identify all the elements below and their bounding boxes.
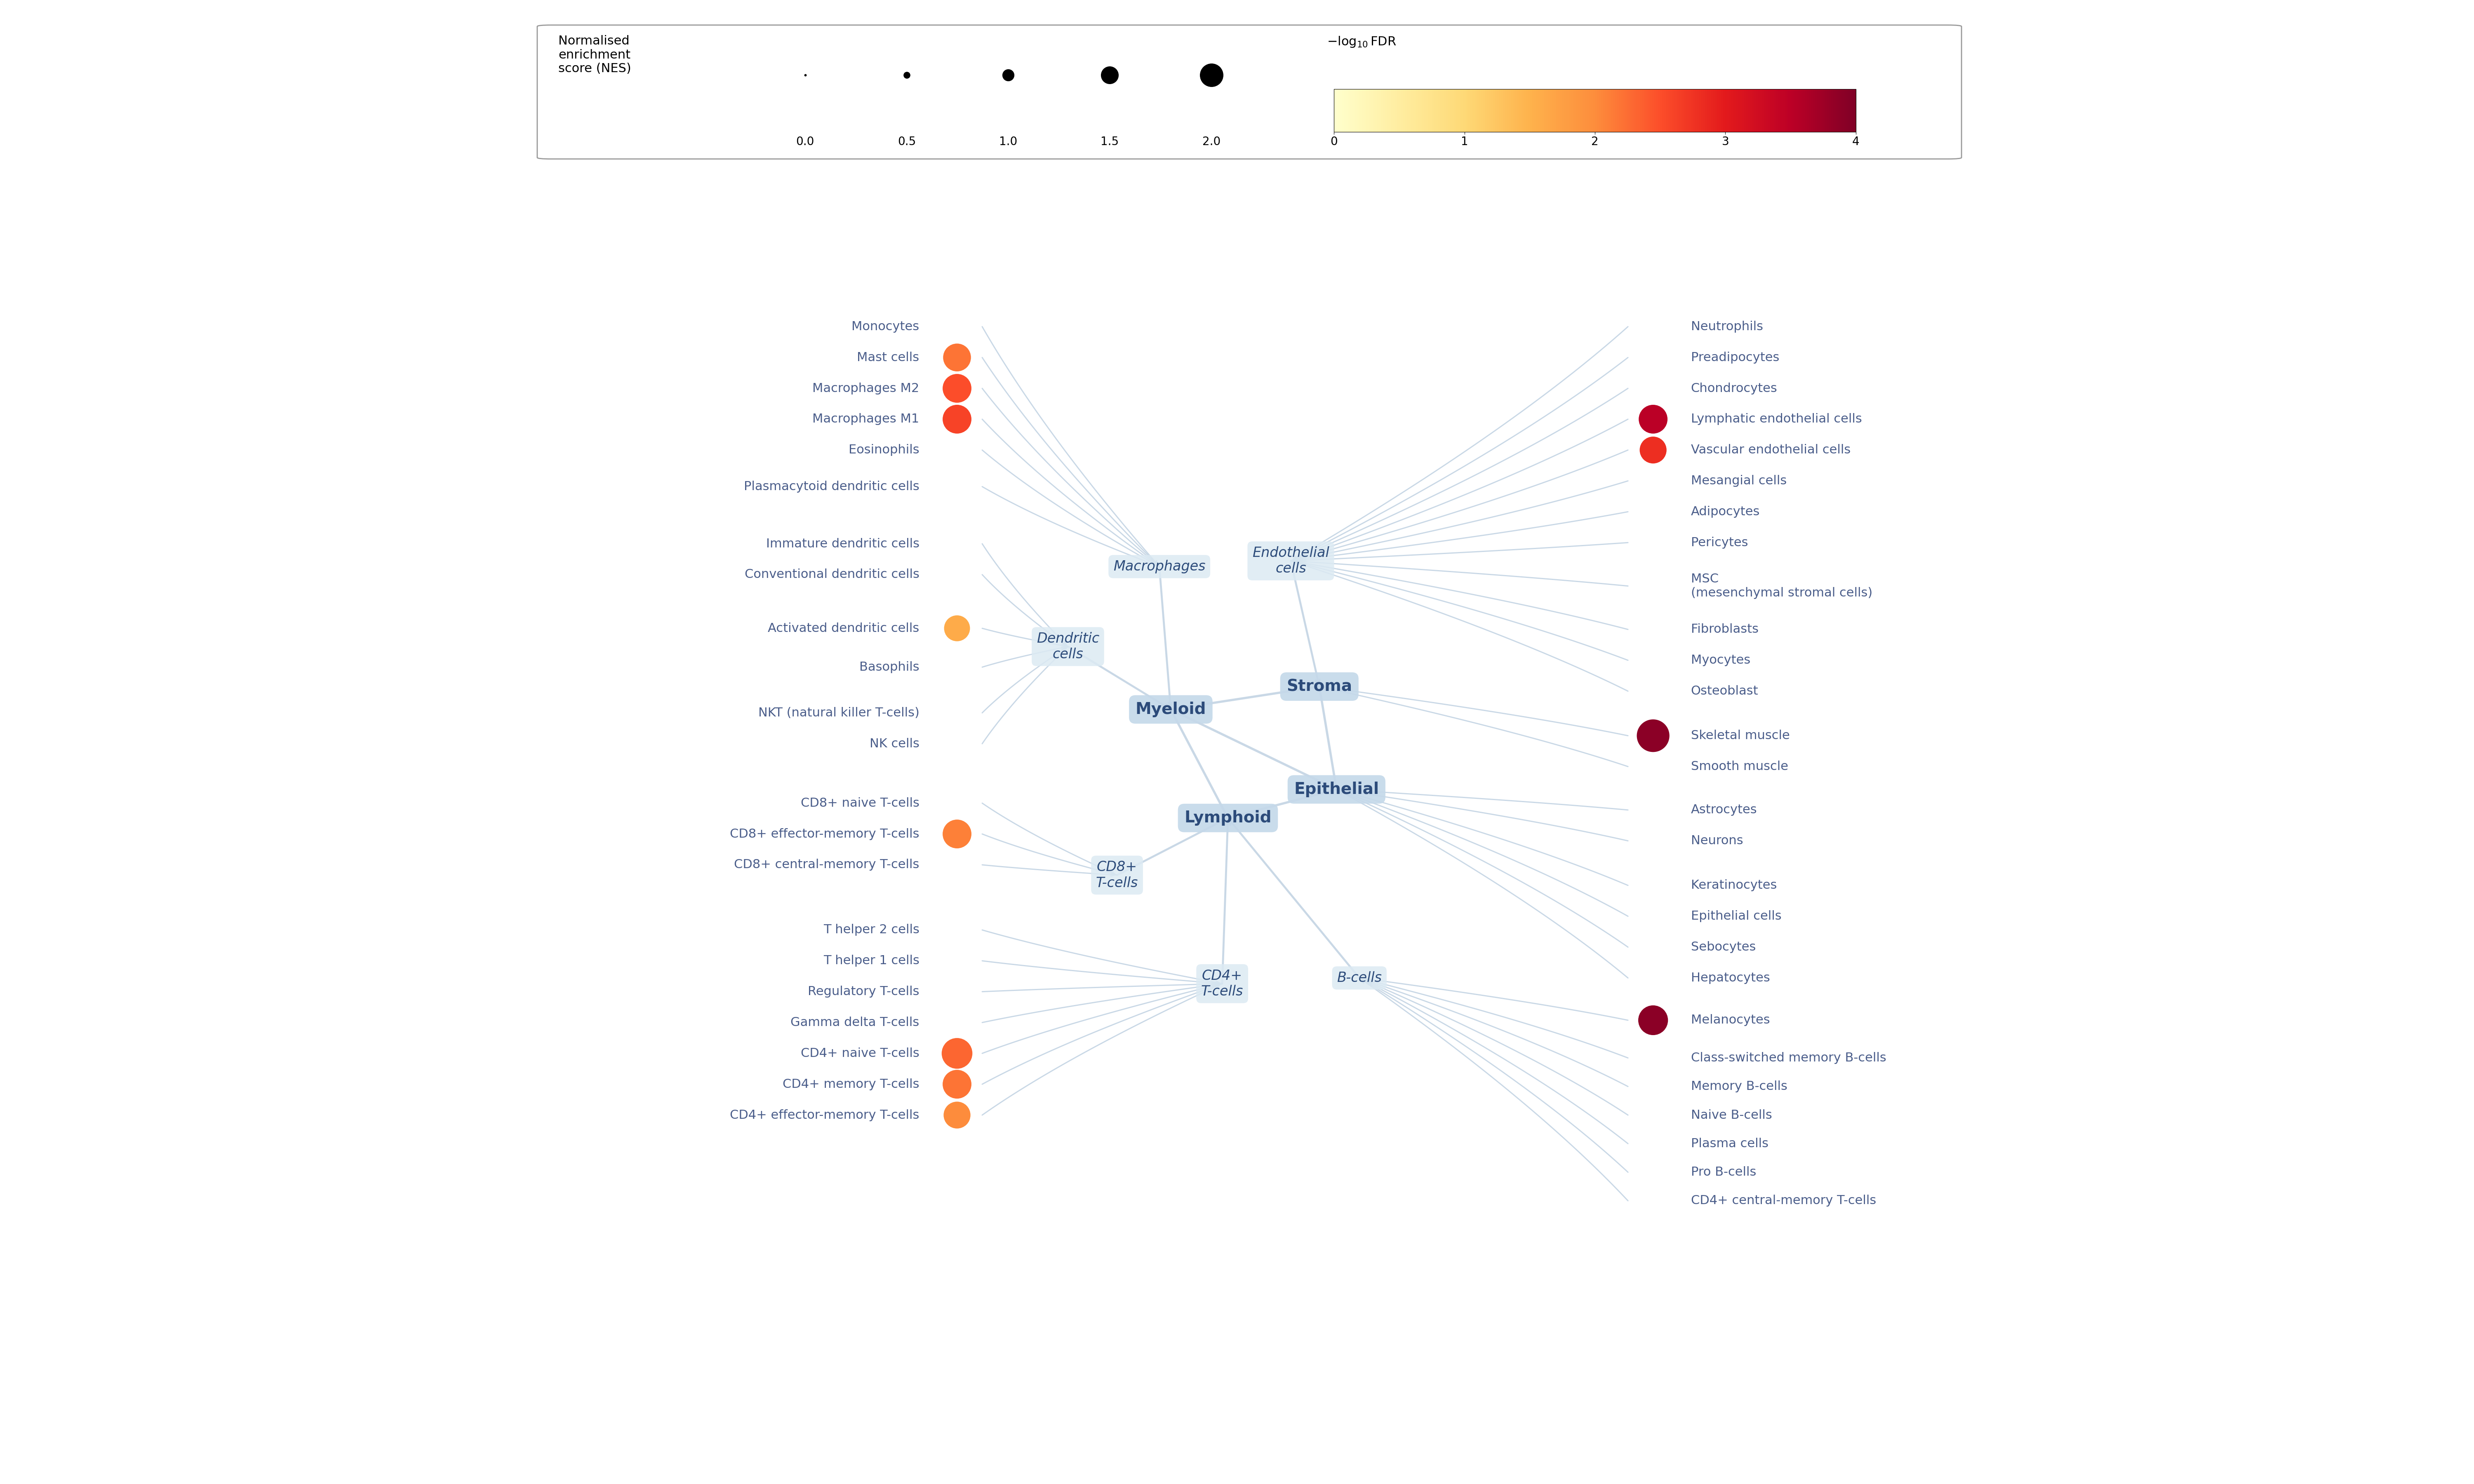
Point bbox=[1192, 62, 1232, 86]
Text: Macrophages M1: Macrophages M1 bbox=[811, 413, 920, 424]
Point bbox=[1633, 438, 1672, 462]
Text: Chondrocytes: Chondrocytes bbox=[1690, 383, 1776, 395]
Text: CD8+ effector-memory T-cells: CD8+ effector-memory T-cells bbox=[730, 828, 920, 840]
Text: 1.0: 1.0 bbox=[999, 137, 1017, 147]
Text: Neutrophils: Neutrophils bbox=[1690, 321, 1764, 332]
Text: Dendritic
cells: Dendritic cells bbox=[1037, 632, 1098, 662]
Text: Epithelial cells: Epithelial cells bbox=[1690, 910, 1781, 922]
Point bbox=[938, 616, 977, 640]
Text: Adipocytes: Adipocytes bbox=[1690, 506, 1759, 518]
Text: NK cells: NK cells bbox=[868, 738, 920, 749]
Text: Eosinophils: Eosinophils bbox=[849, 444, 920, 456]
Text: Hepatocytes: Hepatocytes bbox=[1690, 972, 1769, 984]
Text: Plasma cells: Plasma cells bbox=[1690, 1138, 1769, 1150]
Text: CD4+ effector-memory T-cells: CD4+ effector-memory T-cells bbox=[730, 1109, 920, 1120]
Text: CD4+ naive T-cells: CD4+ naive T-cells bbox=[802, 1048, 920, 1060]
Point bbox=[938, 822, 977, 846]
Text: 1.5: 1.5 bbox=[1101, 137, 1118, 147]
Point bbox=[990, 62, 1029, 86]
Text: Naive B-cells: Naive B-cells bbox=[1690, 1109, 1771, 1120]
Text: Vascular endothelial cells: Vascular endothelial cells bbox=[1690, 444, 1851, 456]
Point bbox=[1633, 407, 1672, 430]
Text: Neurons: Neurons bbox=[1690, 835, 1744, 847]
Text: Mast cells: Mast cells bbox=[856, 352, 920, 364]
Text: Smooth muscle: Smooth muscle bbox=[1690, 761, 1789, 773]
Point bbox=[1633, 724, 1672, 748]
Point bbox=[1633, 1008, 1672, 1031]
Text: 2.0: 2.0 bbox=[1202, 137, 1220, 147]
Text: Sebocytes: Sebocytes bbox=[1690, 941, 1757, 953]
Text: 0.5: 0.5 bbox=[898, 137, 915, 147]
Text: $-\log_{10}$FDR: $-\log_{10}$FDR bbox=[1326, 36, 1395, 49]
Text: Astrocytes: Astrocytes bbox=[1690, 804, 1757, 816]
Point bbox=[938, 1042, 977, 1066]
Text: Stroma: Stroma bbox=[1286, 678, 1353, 695]
Text: Lymphatic endothelial cells: Lymphatic endothelial cells bbox=[1690, 413, 1863, 424]
Text: Normalised
enrichment
score (NES): Normalised enrichment score (NES) bbox=[559, 36, 631, 74]
Text: Osteoblast: Osteoblast bbox=[1690, 686, 1759, 697]
Text: NKT (natural killer T-cells): NKT (natural killer T-cells) bbox=[757, 706, 920, 718]
Text: Lymphoid: Lymphoid bbox=[1185, 810, 1272, 825]
Text: Mesangial cells: Mesangial cells bbox=[1690, 475, 1786, 487]
Text: T helper 2 cells: T helper 2 cells bbox=[824, 925, 920, 936]
Text: Endothelial
cells: Endothelial cells bbox=[1252, 546, 1329, 576]
Text: CD8+
T-cells: CD8+ T-cells bbox=[1096, 861, 1138, 890]
Text: 0.0: 0.0 bbox=[797, 137, 814, 147]
Text: Class-switched memory B-cells: Class-switched memory B-cells bbox=[1690, 1052, 1885, 1064]
Text: Monocytes: Monocytes bbox=[851, 321, 920, 332]
Text: T helper 1 cells: T helper 1 cells bbox=[824, 954, 920, 966]
Point bbox=[938, 407, 977, 430]
Point bbox=[938, 377, 977, 401]
Text: CD8+ central-memory T-cells: CD8+ central-memory T-cells bbox=[735, 859, 920, 871]
Text: Conventional dendritic cells: Conventional dendritic cells bbox=[745, 568, 920, 580]
Text: CD8+ naive T-cells: CD8+ naive T-cells bbox=[802, 797, 920, 809]
Text: CD4+
T-cells: CD4+ T-cells bbox=[1200, 969, 1244, 999]
Text: B-cells: B-cells bbox=[1336, 971, 1383, 985]
Text: Skeletal muscle: Skeletal muscle bbox=[1690, 730, 1789, 742]
Text: Immature dendritic cells: Immature dendritic cells bbox=[767, 537, 920, 549]
Text: Gamma delta T-cells: Gamma delta T-cells bbox=[792, 1017, 920, 1028]
Text: Melanocytes: Melanocytes bbox=[1690, 1014, 1769, 1027]
Text: MSC
(mesenchymal stromal cells): MSC (mesenchymal stromal cells) bbox=[1690, 573, 1873, 600]
Text: Fibroblasts: Fibroblasts bbox=[1690, 623, 1759, 635]
Text: Macrophages M2: Macrophages M2 bbox=[811, 383, 920, 395]
Text: CD4+ central-memory T-cells: CD4+ central-memory T-cells bbox=[1690, 1195, 1875, 1206]
Point bbox=[1091, 62, 1131, 86]
Text: Epithelial: Epithelial bbox=[1294, 782, 1378, 797]
Text: Macrophages: Macrophages bbox=[1113, 559, 1205, 573]
Point bbox=[938, 1103, 977, 1126]
Text: Myeloid: Myeloid bbox=[1136, 702, 1207, 717]
Text: Regulatory T-cells: Regulatory T-cells bbox=[809, 985, 920, 997]
Point bbox=[938, 1073, 977, 1097]
Text: CD4+ memory T-cells: CD4+ memory T-cells bbox=[782, 1079, 920, 1091]
Text: Pericytes: Pericytes bbox=[1690, 537, 1749, 549]
Text: Keratinocytes: Keratinocytes bbox=[1690, 880, 1776, 892]
Text: Plasmacytoid dendritic cells: Plasmacytoid dendritic cells bbox=[745, 481, 920, 493]
Point bbox=[886, 62, 925, 86]
Text: Basophils: Basophils bbox=[858, 662, 920, 674]
Text: Activated dendritic cells: Activated dendritic cells bbox=[767, 622, 920, 634]
Point bbox=[938, 346, 977, 370]
Text: Preadipocytes: Preadipocytes bbox=[1690, 352, 1779, 364]
Text: Myocytes: Myocytes bbox=[1690, 654, 1749, 666]
Text: Memory B-cells: Memory B-cells bbox=[1690, 1080, 1786, 1092]
Text: Pro B-cells: Pro B-cells bbox=[1690, 1166, 1757, 1178]
FancyBboxPatch shape bbox=[537, 25, 1962, 159]
Point bbox=[784, 62, 824, 86]
